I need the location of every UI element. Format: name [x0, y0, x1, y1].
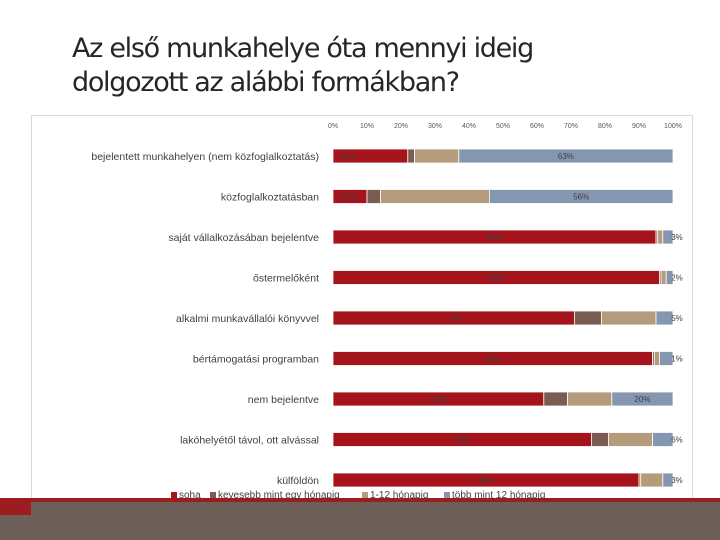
- data-label: 22%: [341, 152, 357, 161]
- data-label: 71%: [446, 314, 462, 323]
- category-label: közfoglalkoztatásban: [221, 192, 319, 204]
- data-label: 6%: [671, 436, 683, 445]
- data-label: 2%: [671, 274, 683, 283]
- bar-segment-tobb: [659, 351, 674, 366]
- slide-title-line-2: dolgozott az alábbi formákban?: [72, 67, 460, 98]
- bar-segment-tobb: [655, 310, 674, 326]
- bar-segment-tobb: [662, 472, 674, 488]
- data-label: 56%: [573, 193, 589, 202]
- x-tick-label: 10%: [360, 123, 374, 130]
- data-label: 10%: [341, 193, 357, 202]
- x-tick-label: 40%: [462, 123, 476, 130]
- x-tick-label: 80%: [598, 123, 612, 130]
- bar-segment-kevesebb: [407, 148, 415, 164]
- bar-segment-honap: [414, 148, 460, 164]
- category-label: saját vállalkozásában bejelentve: [168, 232, 319, 244]
- bar-segment-tobb: [611, 391, 674, 407]
- legend-label-soha: soha: [179, 490, 201, 501]
- data-label: 76%: [454, 436, 470, 445]
- bar-segment-tobb: [665, 270, 674, 285]
- bar-segment-honap: [660, 270, 667, 285]
- x-tick-label: 90%: [632, 123, 646, 130]
- legend-swatch-soha: [171, 492, 177, 498]
- footer-left-accent: [0, 498, 31, 515]
- bar-segment-kevesebb: [574, 310, 603, 326]
- legend-swatch-kevesebb: [210, 492, 216, 498]
- data-label: 62%: [430, 395, 446, 404]
- data-label: 3%: [671, 233, 683, 242]
- slide-title: Az első munkahelye óta mennyi ideig dolg…: [72, 32, 672, 100]
- data-label: 1%: [671, 355, 683, 364]
- bar-segment-tobb: [652, 432, 674, 447]
- data-label: 20%: [634, 395, 650, 404]
- legend-swatch-honap: [362, 492, 368, 498]
- category-label: bértámogatási programban: [193, 354, 319, 366]
- bar-segment-honap: [640, 472, 664, 488]
- bar-segment-tobb: [488, 189, 674, 204]
- x-tick-label: 100%: [664, 123, 682, 130]
- category-label: nem bejelentve: [248, 394, 319, 406]
- data-label: 3%: [671, 476, 683, 485]
- data-label: 96%: [488, 274, 504, 283]
- x-tick-label: 20%: [394, 123, 408, 130]
- x-tick-label: 60%: [530, 123, 544, 130]
- bar-segment-honap: [567, 391, 613, 407]
- category-label: külföldön: [277, 475, 319, 487]
- legend-swatch-tobb: [444, 492, 450, 498]
- legend-label-honap: 1-12 hónapig: [370, 490, 428, 501]
- bar-segment-honap: [601, 310, 657, 326]
- category-label: lakóhelyétől távol, ott alvással: [180, 435, 319, 447]
- legend-label-kevesebb: kevesebb mint egy hónapig: [218, 490, 340, 501]
- bar-segment-kevesebb: [366, 189, 382, 204]
- bar-segment-tobb: [662, 229, 674, 245]
- data-label: 63%: [558, 152, 574, 161]
- bar-segment-honap: [608, 432, 654, 447]
- bar-segment-kevesebb: [543, 391, 568, 407]
- bar-segment-honap: [653, 351, 660, 366]
- x-tick-label: 0%: [328, 123, 338, 130]
- data-label: 90%: [478, 476, 494, 485]
- bar-segment-honap: [380, 189, 490, 204]
- legend-label-tobb: több mint 12 hónapig: [452, 490, 545, 501]
- footer-accent-line: [0, 498, 720, 502]
- bar-segment-kevesebb: [591, 432, 609, 447]
- x-tick-label: 30%: [428, 123, 442, 130]
- category-label: őstermelőként: [253, 273, 319, 285]
- data-label: 5%: [671, 314, 683, 323]
- x-tick-label: 50%: [496, 123, 510, 130]
- data-label: 95%: [486, 233, 502, 242]
- footer-band: [0, 498, 720, 540]
- data-label: 94%: [485, 355, 501, 364]
- category-label: alkalmi munkavállalói könyvvel: [176, 313, 319, 325]
- bar-segment-honap: [657, 229, 664, 245]
- x-tick-label: 70%: [564, 123, 578, 130]
- category-label: bejelentett munkahelyen (nem közfoglalko…: [91, 151, 319, 163]
- bar-segment-tobb: [458, 148, 674, 164]
- slide-title-line-1: Az első munkahelye óta mennyi ideig: [72, 33, 534, 64]
